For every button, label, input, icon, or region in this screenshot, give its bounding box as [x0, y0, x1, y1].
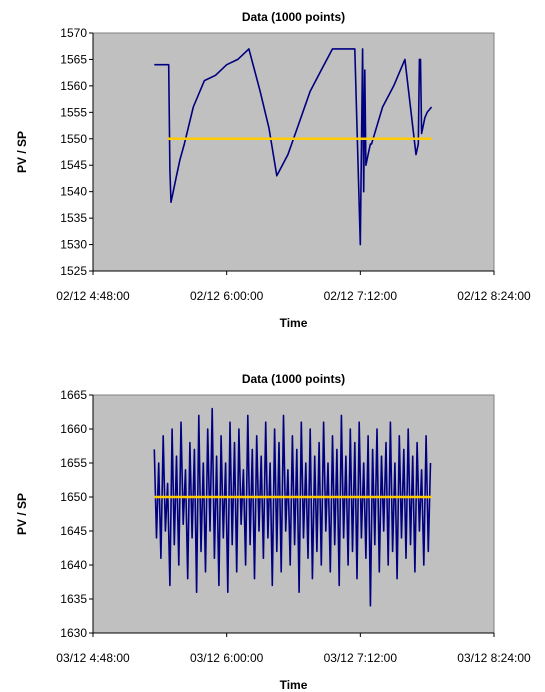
- y-tick-label: 1655: [60, 456, 87, 470]
- y-tick-label: 1565: [60, 52, 87, 66]
- x-tick-label: 03/12 8:24:00: [457, 651, 531, 665]
- x-tick-label: 03/12 7:12:00: [324, 651, 398, 665]
- chart-2: Data (1000 points) 1630 1635 1640 1645 1650 16…: [15, 372, 531, 692]
- y-tick-label: 1630: [60, 626, 87, 640]
- y-tick-label: 1560: [60, 79, 87, 93]
- y-tick-label: 1530: [60, 238, 87, 252]
- pv-series-line: [154, 48, 433, 246]
- y-tick-label: 1555: [60, 105, 87, 119]
- y-tick-label: 1645: [60, 524, 87, 538]
- y-tick-label: 1640: [60, 558, 87, 572]
- x-tick-label: 03/12 6:00:00: [190, 651, 264, 665]
- y-axis-label: PV / SP: [15, 493, 29, 535]
- y-axis-label: PV / SP: [15, 131, 29, 173]
- y-tick-label: 1660: [60, 422, 87, 436]
- y-tick-label: 1650: [60, 490, 87, 504]
- x-tick-label: 02/12 8:24:00: [457, 289, 531, 303]
- y-tick-label: 1535: [60, 211, 87, 225]
- x-tick-label: 02/12 4:48:00: [56, 289, 130, 303]
- plot-area: [92, 32, 495, 272]
- y-tick-label: 1570: [60, 26, 87, 40]
- y-tick-label: 1550: [60, 132, 87, 146]
- x-axis-label: Time: [280, 316, 308, 330]
- y-tick-label: 1540: [60, 185, 87, 199]
- y-tick-label: 1545: [60, 158, 87, 172]
- x-tick-label: 03/12 4:48:00: [56, 651, 130, 665]
- chart-title: Data (1000 points): [242, 10, 345, 24]
- y-tick-label: 1665: [60, 388, 87, 402]
- y-tick-label: 1525: [60, 264, 87, 278]
- x-tick-label: 02/12 6:00:00: [190, 289, 264, 303]
- chart-1: Data (1000 points) 1525 1530 1535 1540 1545 15…: [15, 10, 531, 330]
- x-tick-label: 02/12 7:12:00: [324, 289, 398, 303]
- pv-series-line: [153, 407, 432, 607]
- chart-title: Data (1000 points): [242, 372, 345, 386]
- x-axis-label: Time: [280, 678, 308, 692]
- y-tick-label: 1635: [60, 592, 87, 606]
